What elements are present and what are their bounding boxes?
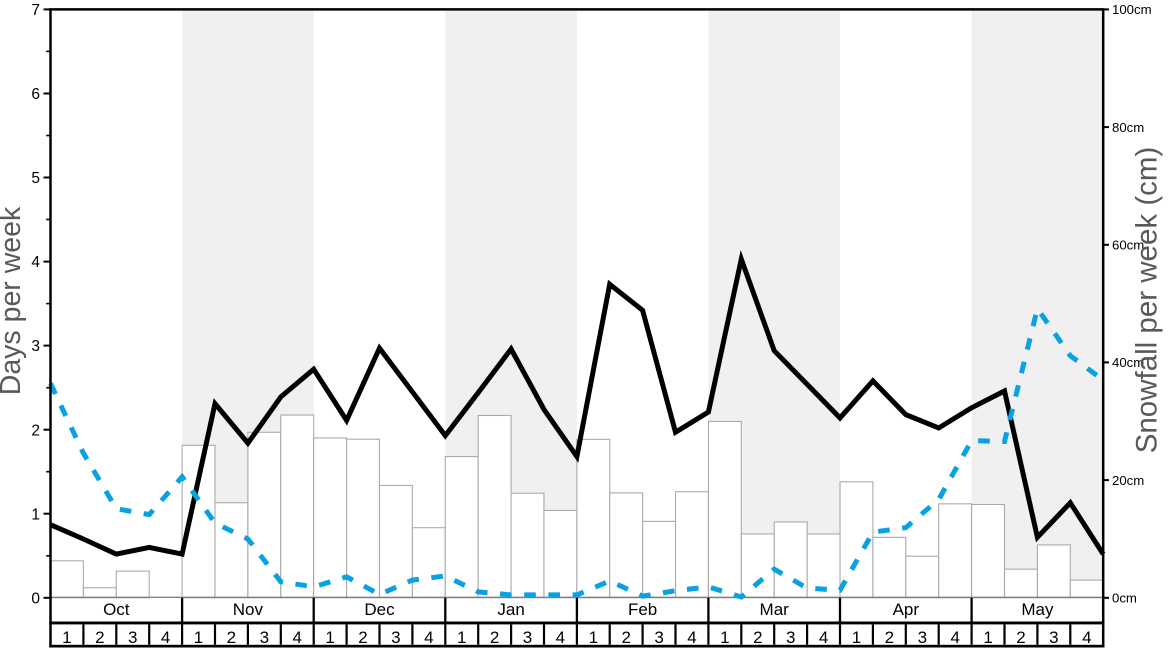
svg-text:0cm: 0cm	[1112, 591, 1137, 606]
svg-text:2: 2	[885, 628, 894, 647]
svg-text:4: 4	[1082, 628, 1091, 647]
svg-text:5: 5	[31, 170, 40, 187]
svg-text:Oct: Oct	[103, 600, 130, 619]
svg-text:7: 7	[31, 2, 40, 19]
svg-text:1: 1	[62, 628, 71, 647]
svg-text:2: 2	[490, 628, 499, 647]
svg-text:3: 3	[391, 628, 400, 647]
svg-text:1: 1	[983, 628, 992, 647]
svg-text:3: 3	[786, 628, 795, 647]
svg-text:60cm: 60cm	[1112, 238, 1144, 253]
svg-text:2: 2	[1016, 628, 1025, 647]
svg-text:4: 4	[819, 628, 828, 647]
svg-text:100cm: 100cm	[1112, 2, 1152, 17]
svg-text:40cm: 40cm	[1112, 355, 1144, 370]
svg-text:3: 3	[918, 628, 927, 647]
svg-text:1: 1	[852, 628, 861, 647]
svg-text:3: 3	[260, 628, 269, 647]
svg-text:2: 2	[753, 628, 762, 647]
svg-text:3: 3	[1049, 628, 1058, 647]
svg-text:2: 2	[358, 628, 367, 647]
svg-text:Days per week: Days per week	[0, 206, 27, 395]
svg-text:20cm: 20cm	[1112, 473, 1144, 488]
svg-text:1: 1	[589, 628, 598, 647]
svg-text:May: May	[1021, 600, 1054, 619]
svg-text:Snowfall per week (cm): Snowfall per week (cm)	[1131, 147, 1164, 454]
svg-text:1: 1	[720, 628, 729, 647]
svg-text:1: 1	[457, 628, 466, 647]
svg-text:3: 3	[654, 628, 663, 647]
svg-text:Nov: Nov	[233, 600, 264, 619]
svg-text:1: 1	[194, 628, 203, 647]
svg-text:3: 3	[128, 628, 137, 647]
svg-text:4: 4	[161, 628, 170, 647]
svg-text:3: 3	[31, 338, 40, 355]
svg-text:4: 4	[31, 254, 40, 271]
svg-text:4: 4	[687, 628, 696, 647]
svg-text:4: 4	[950, 628, 959, 647]
svg-text:6: 6	[31, 86, 40, 103]
svg-text:4: 4	[292, 628, 301, 647]
svg-text:Mar: Mar	[760, 600, 790, 619]
svg-text:1: 1	[325, 628, 334, 647]
svg-text:3: 3	[523, 628, 532, 647]
svg-text:2: 2	[95, 628, 104, 647]
svg-text:4: 4	[556, 628, 565, 647]
svg-text:0: 0	[31, 590, 40, 607]
svg-text:2: 2	[31, 422, 40, 439]
svg-text:80cm: 80cm	[1112, 120, 1144, 135]
svg-text:Jan: Jan	[497, 600, 524, 619]
svg-text:Feb: Feb	[628, 600, 657, 619]
svg-text:Dec: Dec	[364, 600, 395, 619]
svg-text:Apr: Apr	[893, 600, 920, 619]
svg-text:1: 1	[31, 506, 40, 523]
svg-text:4: 4	[424, 628, 433, 647]
svg-text:2: 2	[227, 628, 236, 647]
svg-text:2: 2	[621, 628, 630, 647]
